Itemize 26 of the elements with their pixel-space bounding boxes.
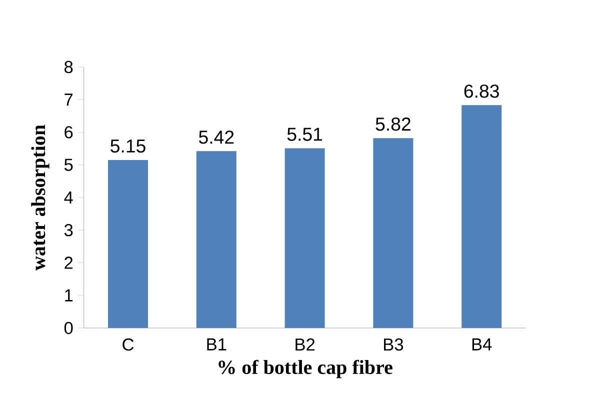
y-tick-label: 3	[64, 224, 73, 236]
data-label: 5.51	[287, 128, 322, 141]
y-tick-label: 8	[64, 60, 73, 74]
data-label: 5.42	[198, 130, 234, 144]
y-axis-title: water absorption	[31, 124, 50, 270]
x-axis-title: % of bottle cap fibre	[218, 360, 392, 378]
x-tick-label: B3	[384, 338, 404, 351]
bar	[284, 148, 325, 328]
bar	[462, 105, 502, 328]
bar	[196, 151, 236, 328]
y-tick-label: 6	[64, 126, 73, 138]
y-tick-label: 7	[64, 94, 73, 106]
data-label: 6.83	[464, 84, 499, 98]
x-tick-label: B1	[207, 338, 226, 350]
bar	[373, 138, 414, 328]
y-tick-label: 4	[64, 192, 73, 204]
x-tick-label: C	[122, 338, 134, 351]
y-tick-label: 0	[64, 322, 73, 334]
data-label: 5.82	[376, 118, 410, 131]
y-tick-label: 1	[65, 289, 73, 302]
x-tick-label: B2	[296, 338, 315, 350]
bar	[108, 160, 148, 328]
y-tick-label: 2	[64, 256, 73, 269]
data-label: 5.15	[110, 140, 146, 153]
y-tick-label: 5	[64, 158, 73, 171]
x-tick-label: B4	[472, 338, 492, 350]
